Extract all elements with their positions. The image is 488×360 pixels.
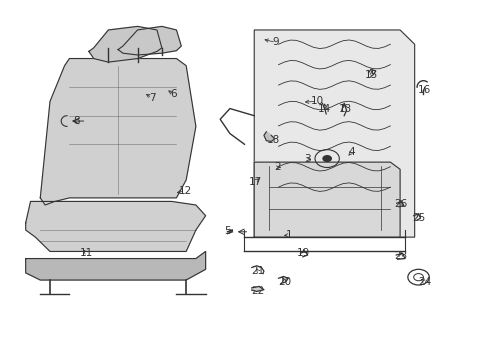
Text: 14: 14 xyxy=(318,104,331,113)
Text: 23: 23 xyxy=(394,251,407,261)
Polygon shape xyxy=(251,287,264,292)
Text: 25: 25 xyxy=(411,212,425,222)
Text: 24: 24 xyxy=(417,277,430,287)
Polygon shape xyxy=(264,132,274,141)
Text: 20: 20 xyxy=(277,277,290,287)
Polygon shape xyxy=(254,30,414,237)
Text: 19: 19 xyxy=(297,248,310,258)
Polygon shape xyxy=(89,26,162,62)
Text: 11: 11 xyxy=(80,248,93,258)
Text: 4: 4 xyxy=(347,147,354,157)
Text: 16: 16 xyxy=(417,85,430,95)
Text: 21: 21 xyxy=(251,266,264,276)
Text: 10: 10 xyxy=(310,96,324,107)
Text: 22: 22 xyxy=(251,286,264,296)
Text: 15: 15 xyxy=(365,69,378,80)
Text: 2: 2 xyxy=(273,162,280,172)
Text: 6: 6 xyxy=(170,89,177,99)
Text: 7: 7 xyxy=(148,93,155,103)
Text: 13: 13 xyxy=(338,104,351,113)
Text: 5: 5 xyxy=(224,226,230,236)
Text: 8: 8 xyxy=(73,116,80,126)
Text: 17: 17 xyxy=(248,177,261,187)
Circle shape xyxy=(322,155,331,162)
Polygon shape xyxy=(254,162,399,237)
Text: 18: 18 xyxy=(266,135,280,145)
Polygon shape xyxy=(26,202,205,251)
Polygon shape xyxy=(26,251,205,280)
Text: 9: 9 xyxy=(272,37,279,48)
Polygon shape xyxy=(118,26,181,55)
Text: 12: 12 xyxy=(178,186,191,196)
Polygon shape xyxy=(40,59,196,205)
Text: 3: 3 xyxy=(304,154,310,164)
Text: 26: 26 xyxy=(394,199,407,209)
Text: 1: 1 xyxy=(285,230,292,240)
